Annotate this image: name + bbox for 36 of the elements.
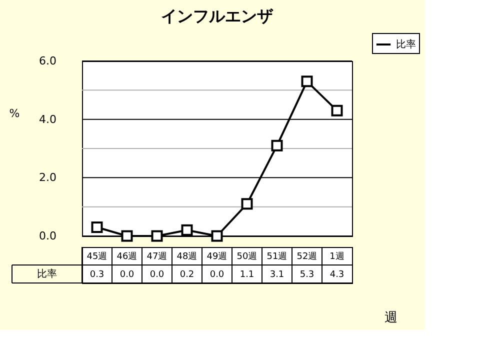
data-label: 0.0 — [150, 270, 164, 280]
data-label: 0.0 — [210, 270, 224, 280]
point — [301, 76, 313, 88]
point — [211, 230, 223, 242]
point — [91, 222, 103, 233]
data-label: 5.3 — [300, 270, 314, 280]
data-label: 0.2 — [180, 270, 194, 280]
data-label: 0.0 — [120, 270, 134, 280]
point — [181, 224, 193, 236]
x-tick-label: 52週 — [296, 251, 318, 262]
point — [271, 140, 283, 152]
x-tick-label: 49週 — [206, 251, 228, 262]
x-axis-title: 週 — [384, 310, 398, 326]
x-tick-label: 51週 — [266, 251, 288, 262]
point — [151, 230, 163, 242]
y-axis-title: % — [9, 107, 20, 120]
text: 比率 — [37, 269, 57, 280]
x-tick-label: 47週 — [146, 251, 168, 262]
x-tick-label: 1週 — [330, 251, 344, 262]
chart-title: インフルエンザ — [161, 6, 274, 26]
x-tick-label: 48週 — [176, 251, 198, 262]
data-label: 4.3 — [330, 270, 344, 280]
x-tick-label: 45週 — [86, 251, 108, 262]
legend-label: 比率 — [396, 38, 416, 50]
data-label: 3.1 — [270, 270, 284, 280]
y-tick-label: 4.0 — [39, 112, 56, 126]
x-tick-label: 50週 — [236, 251, 258, 262]
point — [331, 104, 343, 116]
data-label: 1.1 — [240, 270, 254, 280]
y-tick-label: 0.0 — [39, 230, 56, 242]
y-tick-label: 2.0 — [39, 171, 56, 184]
data-label: 0.3 — [90, 270, 104, 280]
x-tick-label: 46週 — [116, 251, 138, 262]
y-tick-label: 6.0 — [39, 54, 56, 68]
point — [121, 230, 133, 242]
point — [241, 198, 253, 210]
